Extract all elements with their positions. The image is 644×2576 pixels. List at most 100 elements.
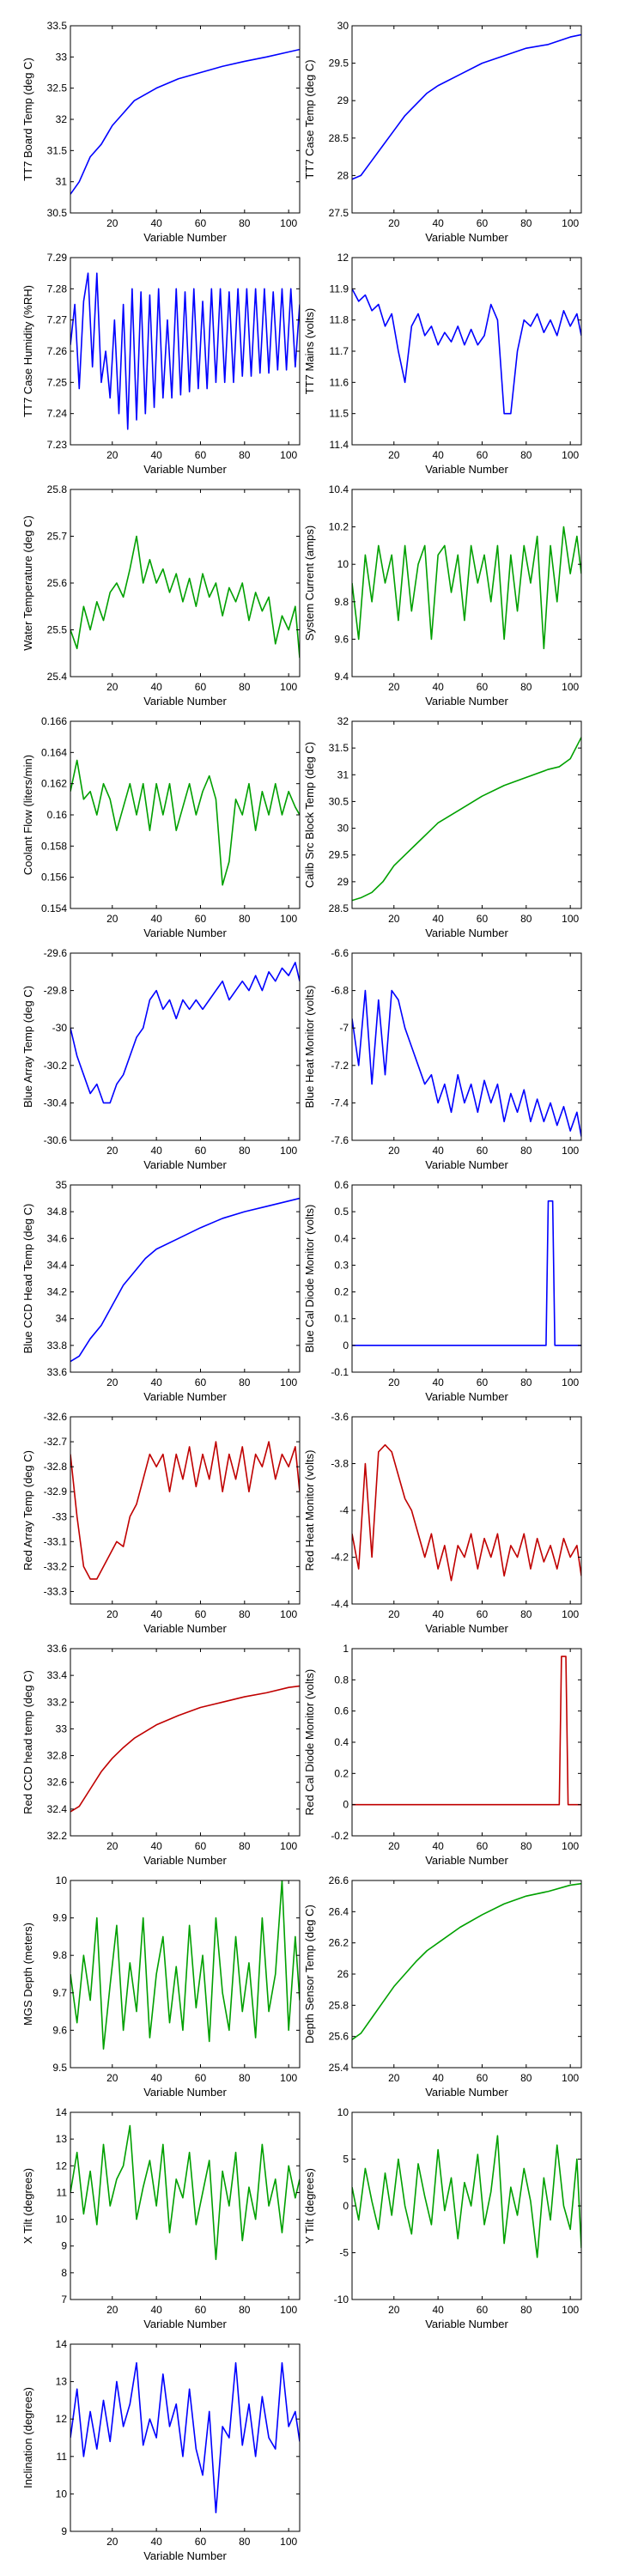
- red-ccd-head-temp-series-line: [70, 1685, 300, 1813]
- mgs-depth-x-axis-label: Variable Number: [143, 2086, 227, 2099]
- blue-ccd-head-temp-x-tick-label: 40: [150, 1376, 162, 1388]
- tt7-mains-y-axis-label: TT7 Mains (volts): [303, 308, 316, 394]
- y-tilt-y-axis-label: Y Tilt (degrees): [303, 2168, 316, 2244]
- inclination-x-tick-label: 100: [280, 2536, 297, 2548]
- red-cal-diode-monitor-x-tick-label: 80: [520, 1840, 532, 1852]
- calib-src-block-temp-x-tick-label: 20: [388, 913, 400, 925]
- coolant-flow-x-tick-label: 100: [280, 913, 297, 925]
- coolant-flow-chart: 20 40 60 80 100 0.154 0.156 0.158 0.16 0.162 0.164…: [21, 715, 301, 939]
- mgs-depth-x-tick-label: 80: [239, 2072, 251, 2084]
- blue-ccd-head-temp-y-tick-label: 33.8: [47, 1340, 68, 1352]
- water-temperature-y-tick-label: 25.8: [47, 483, 68, 495]
- red-ccd-head-temp-y-tick-label: 33: [56, 1722, 68, 1735]
- inclination-x-tick-label: 60: [195, 2536, 207, 2548]
- inclination-chart: 20 40 60 80 100 9 10 11 12 13 14 Variable Number Inc…: [21, 2338, 301, 2562]
- water-temperature-x-tick-label: 80: [239, 681, 251, 693]
- tt7-case-humidity-axes-box: [70, 257, 301, 446]
- y-tilt-chart: 20 40 60 80 100 -10 -5 0 5 10 Variable Number Y Til…: [303, 2106, 582, 2330]
- tt7-case-temp-y-tick-label: 28.5: [329, 132, 349, 144]
- mgs-depth-chart: 20 40 60 80 100 9.5 9.6 9.7 9.8 9.9 10 Variable Num…: [21, 1874, 301, 2099]
- system-current-y-axis-label: System Current (amps): [303, 526, 316, 641]
- red-cal-diode-monitor-y-tick-label: 0.8: [334, 1674, 349, 1686]
- tt7-case-temp-y-tick-label: 27.5: [329, 207, 349, 219]
- tt7-case-humidity-y-tick-label: 7.29: [47, 252, 68, 264]
- blue-cal-diode-monitor-chart: 20 40 60 80 100 -0.1 0 0.1 0.2 0.3 0.4 0.5 0.6 Variab…: [303, 1179, 582, 1403]
- water-temperature-x-tick-label: 100: [280, 681, 297, 693]
- calib-src-block-temp-y-axis-label: Calib Src Block Temp (deg C): [303, 742, 316, 888]
- tt7-case-temp-chart: 20 40 60 80 100 27.5 28 28.5 29 29.5 30 Variable Nu…: [303, 20, 582, 244]
- blue-ccd-head-temp-y-axis-label: Blue CCD Head Temp (deg C): [21, 1204, 34, 1354]
- mgs-depth-x-tick-label: 40: [150, 2072, 162, 2084]
- depth-sensor-temp-x-tick-label: 40: [432, 2072, 444, 2084]
- coolant-flow-x-tick-label: 40: [150, 913, 162, 925]
- tt7-mains-chart: 20 40 60 80 100 11.4 11.5 11.6 11.7 11.8 11.9 12 Var…: [303, 252, 582, 476]
- blue-heat-monitor-x-axis-label: Variable Number: [425, 1158, 508, 1171]
- system-current-x-tick-label: 60: [477, 681, 489, 693]
- tt7-case-humidity-series-line: [70, 272, 300, 430]
- red-array-temp-series-line: [70, 1441, 300, 1580]
- y-tilt-y-tick-label: 5: [343, 2154, 349, 2166]
- coolant-flow-y-tick-label: 0.166: [41, 715, 67, 727]
- mgs-depth-y-tick-label: 9.8: [52, 1949, 67, 1961]
- calib-src-block-temp-series-line: [352, 737, 581, 902]
- red-array-temp-x-axis-label: Variable Number: [143, 1622, 227, 1635]
- blue-cal-diode-monitor-axes-box: [351, 1184, 582, 1373]
- blue-array-temp-y-tick-label: -30.4: [44, 1097, 68, 1109]
- blue-array-temp-y-tick-label: -29.6: [44, 947, 68, 959]
- blue-cal-diode-monitor-x-tick-label: 20: [388, 1376, 400, 1388]
- inclination-series-line: [70, 2362, 300, 2513]
- system-current-x-tick-label: 80: [520, 681, 532, 693]
- red-heat-monitor-series-line: [352, 1443, 581, 1582]
- blue-ccd-head-temp-y-tick-label: 34: [56, 1313, 68, 1325]
- red-ccd-head-temp-y-tick-label: 33.4: [47, 1669, 68, 1681]
- system-current-axes-box: [351, 489, 582, 677]
- red-cal-diode-monitor-axes-box: [351, 1648, 582, 1837]
- depth-sensor-temp-y-tick-label: 26.2: [329, 1937, 349, 1949]
- system-current-y-tick-label: 10.4: [329, 483, 349, 495]
- red-ccd-head-temp-x-tick-label: 60: [195, 1840, 207, 1852]
- blue-heat-monitor-x-tick-label: 60: [477, 1145, 489, 1157]
- red-heat-monitor-y-axis-label: Red Heat Monitor (volts): [303, 1450, 316, 1571]
- blue-cal-diode-monitor-x-tick-label: 40: [432, 1376, 444, 1388]
- y-tilt-y-tick-label: 10: [337, 2106, 349, 2118]
- red-heat-monitor-x-tick-label: 60: [477, 1608, 489, 1620]
- calib-src-block-temp-y-tick-label: 31: [337, 769, 349, 781]
- calib-src-block-temp-x-tick-label: 100: [562, 913, 579, 925]
- water-temperature-x-tick-label: 60: [195, 681, 207, 693]
- tt7-case-humidity-x-tick-label: 20: [106, 449, 118, 461]
- tt7-board-temp-x-tick-label: 20: [106, 217, 118, 229]
- red-array-temp-y-tick-label: -33.2: [44, 1560, 68, 1572]
- blue-array-temp-y-tick-label: -30.6: [44, 1134, 68, 1146]
- red-heat-monitor-axes-box: [351, 1416, 582, 1605]
- tt7-board-temp-x-axis-label: Variable Number: [143, 231, 227, 244]
- system-current-y-tick-label: 10.2: [329, 521, 349, 533]
- x-tilt-series-line: [70, 2124, 300, 2261]
- x-tilt-y-tick-label: 11: [57, 2186, 68, 2198]
- y-tilt-x-tick-label: 60: [477, 2304, 489, 2316]
- blue-cal-diode-monitor-x-axis-label: Variable Number: [425, 1390, 508, 1403]
- system-current-x-tick-label: 40: [432, 681, 444, 693]
- depth-sensor-temp-axes-box: [351, 1880, 582, 2069]
- blue-cal-diode-monitor-y-tick-label: 0.1: [334, 1313, 349, 1325]
- blue-array-temp-x-tick-label: 100: [280, 1145, 297, 1157]
- red-heat-monitor-y-tick-label: -3.6: [331, 1411, 349, 1423]
- inclination-y-axis-label: Inclination (degrees): [21, 2387, 34, 2488]
- tt7-case-humidity-y-tick-label: 7.25: [47, 376, 68, 388]
- red-array-temp-y-tick-label: -32.9: [44, 1485, 68, 1498]
- coolant-flow-y-axis-label: Coolant Flow (liters/min): [21, 755, 34, 875]
- coolant-flow-y-tick-label: 0.156: [41, 872, 67, 884]
- red-array-temp-chart: 20 40 60 80 100 -33.3 -33.2 -33.1 -33 -32.9 -32.8 -…: [21, 1411, 301, 1635]
- blue-array-temp-y-axis-label: Blue Array Temp (deg C): [21, 986, 34, 1108]
- blue-heat-monitor-x-tick-label: 100: [562, 1145, 579, 1157]
- blue-cal-diode-monitor-x-tick-label: 60: [477, 1376, 489, 1388]
- red-ccd-head-temp-x-axis-label: Variable Number: [143, 1854, 227, 1867]
- mgs-depth-y-axis-label: MGS Depth (meters): [21, 1923, 34, 2026]
- mgs-depth-y-tick-label: 9.9: [52, 1912, 67, 1924]
- tt7-board-temp-y-tick-label: 30.5: [47, 207, 68, 219]
- tt7-case-humidity-x-tick-label: 80: [239, 449, 251, 461]
- blue-array-temp-y-tick-label: -29.8: [44, 985, 68, 997]
- inclination-y-tick-label: 11: [57, 2451, 68, 2463]
- blue-ccd-head-temp-y-tick-label: 34.2: [47, 1286, 68, 1298]
- water-temperature-chart: 20 40 60 80 100 25.4 25.5 25.6 25.7 25.8 Variable …: [21, 483, 301, 708]
